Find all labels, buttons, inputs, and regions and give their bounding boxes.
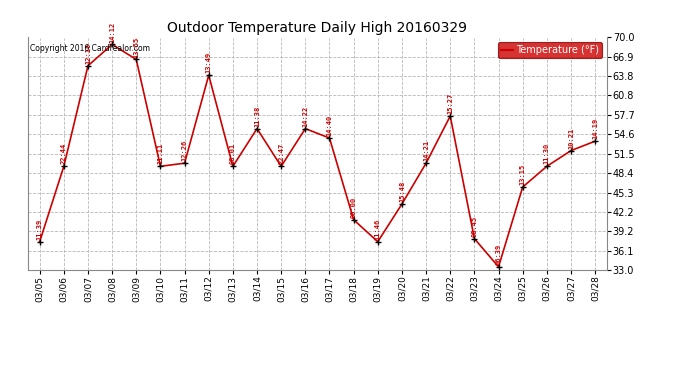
Text: 13:15: 13:15	[520, 164, 526, 185]
Text: 11:46: 11:46	[375, 219, 381, 240]
Text: 08:01: 08:01	[230, 143, 236, 164]
Text: 14:12: 14:12	[109, 21, 115, 42]
Text: 14:19: 14:19	[592, 118, 598, 139]
Text: 11:39: 11:39	[37, 219, 43, 240]
Text: 14:40: 14:40	[326, 115, 333, 136]
Text: 11:38: 11:38	[254, 105, 260, 127]
Text: 08:45: 08:45	[471, 216, 477, 237]
Text: 12:26: 12:26	[181, 140, 188, 161]
Text: 15:48: 15:48	[399, 181, 405, 202]
Text: 11:30: 11:30	[544, 143, 550, 164]
Legend: Temperature (°F): Temperature (°F)	[498, 42, 602, 58]
Text: 13:49: 13:49	[206, 52, 212, 74]
Title: Outdoor Temperature Daily High 20160329: Outdoor Temperature Daily High 20160329	[168, 21, 467, 35]
Text: 11:11: 11:11	[157, 143, 164, 164]
Text: 22:47: 22:47	[278, 143, 284, 164]
Text: 10:21: 10:21	[568, 128, 574, 149]
Text: 00:00: 00:00	[351, 196, 357, 218]
Text: Copyright 2016 Cardrealor.com: Copyright 2016 Cardrealor.com	[30, 45, 150, 54]
Text: 14:21: 14:21	[423, 140, 429, 161]
Text: 15:27: 15:27	[447, 93, 453, 114]
Text: 14:22: 14:22	[302, 105, 308, 127]
Text: 13:55: 13:55	[133, 36, 139, 58]
Text: 22:44: 22:44	[61, 143, 67, 164]
Text: 12:16: 12:16	[85, 43, 91, 64]
Text: 06:39: 06:39	[495, 244, 502, 265]
